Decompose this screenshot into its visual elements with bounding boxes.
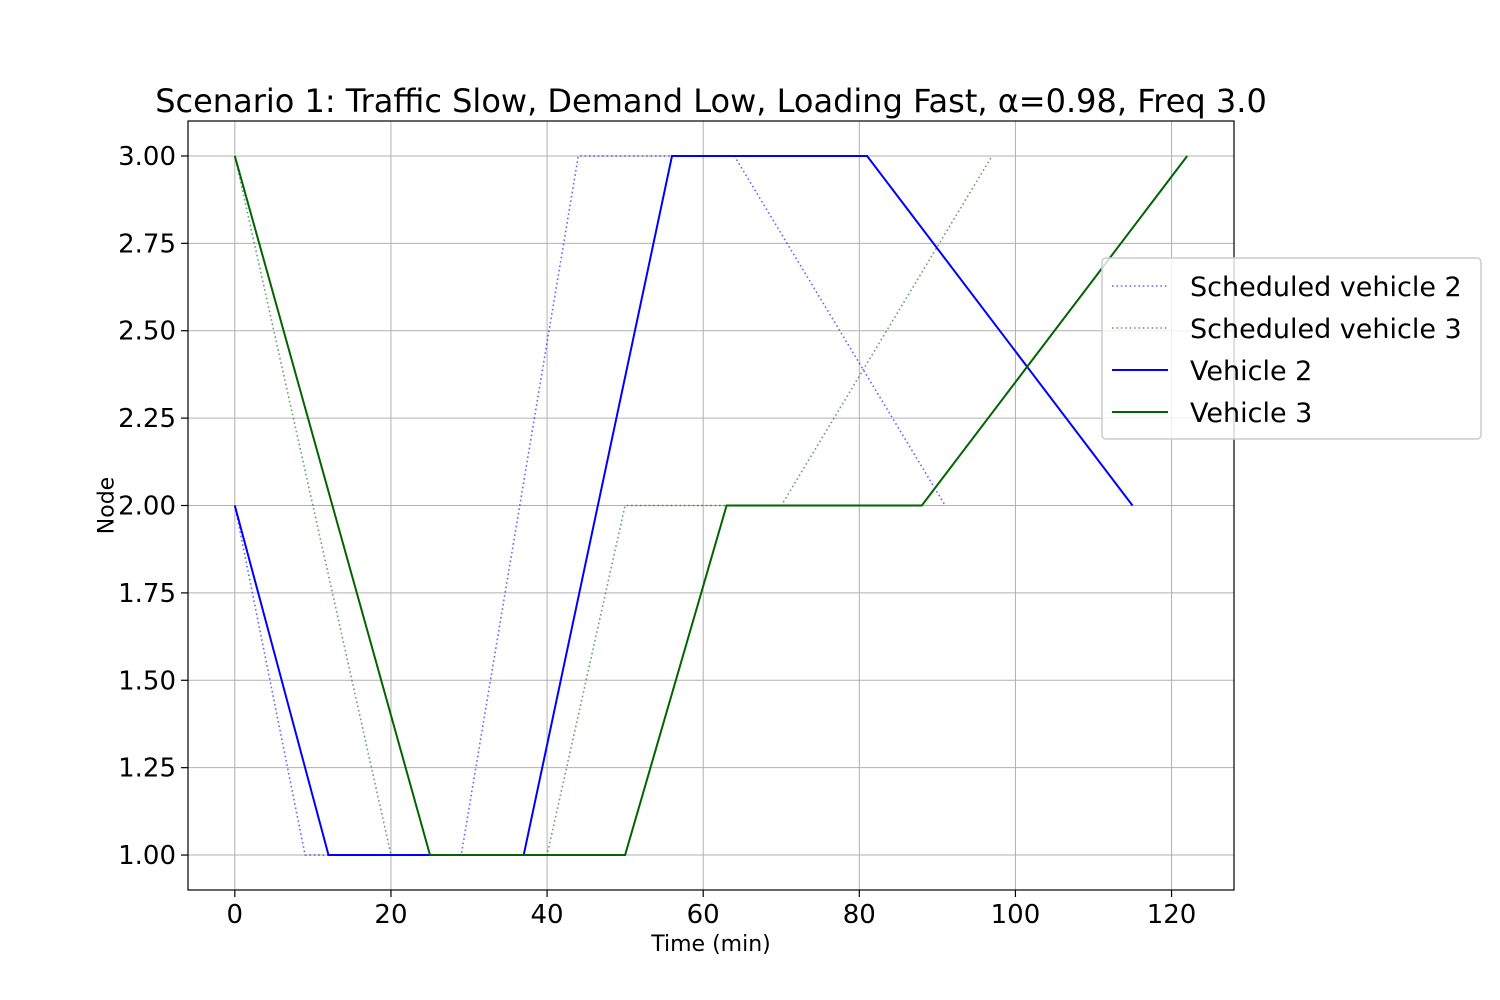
x-tick-label: 40 [531, 900, 564, 930]
legend-label-2: Scheduled vehicle 3 [1190, 314, 1462, 345]
x-tick-label: 20 [374, 900, 407, 930]
y-tick-label: 2.50 [118, 317, 176, 347]
y-tick-label: 2.00 [118, 492, 176, 522]
y-tick-label: 1.25 [118, 754, 176, 784]
y-axis-label: Node [95, 477, 120, 534]
x-tick-label: 100 [991, 900, 1041, 930]
x-tick-label: 80 [843, 900, 876, 930]
x-tick-label: 0 [227, 900, 244, 930]
series-line-4 [233, 155, 1188, 856]
legend-label-1: Scheduled vehicle 2 [1190, 272, 1462, 303]
chart-title: Scenario 1: Traffic Slow, Demand Low, Lo… [155, 82, 1267, 120]
series-line-1 [234, 155, 946, 856]
legend-label-3: Vehicle 2 [1190, 356, 1312, 387]
y-tick-label: 2.25 [118, 404, 176, 434]
series-lines [233, 155, 1188, 856]
x-tick-label: 60 [687, 900, 720, 930]
series-line-3 [233, 155, 1134, 856]
y-tick-label: 1.50 [118, 666, 176, 696]
legend-box [1101, 257, 1482, 440]
x-tick-label: 120 [1147, 900, 1197, 930]
axis-ticks: 0 20 40 60 80 100 120 1.00 1.25 1.50 1.75 2.00 2.25 2… [118, 142, 1196, 930]
y-tick-label: 1.00 [118, 841, 176, 871]
y-tick-label: 3.00 [118, 142, 176, 172]
y-tick-label: 1.75 [118, 579, 176, 609]
legend: Scheduled vehicle 2 Scheduled vehicle 3 Ve… [1101, 257, 1482, 440]
legend-label-4: Vehicle 3 [1190, 398, 1312, 429]
x-axis-label: Time (min) [650, 932, 771, 957]
y-tick-label: 2.75 [118, 229, 176, 259]
